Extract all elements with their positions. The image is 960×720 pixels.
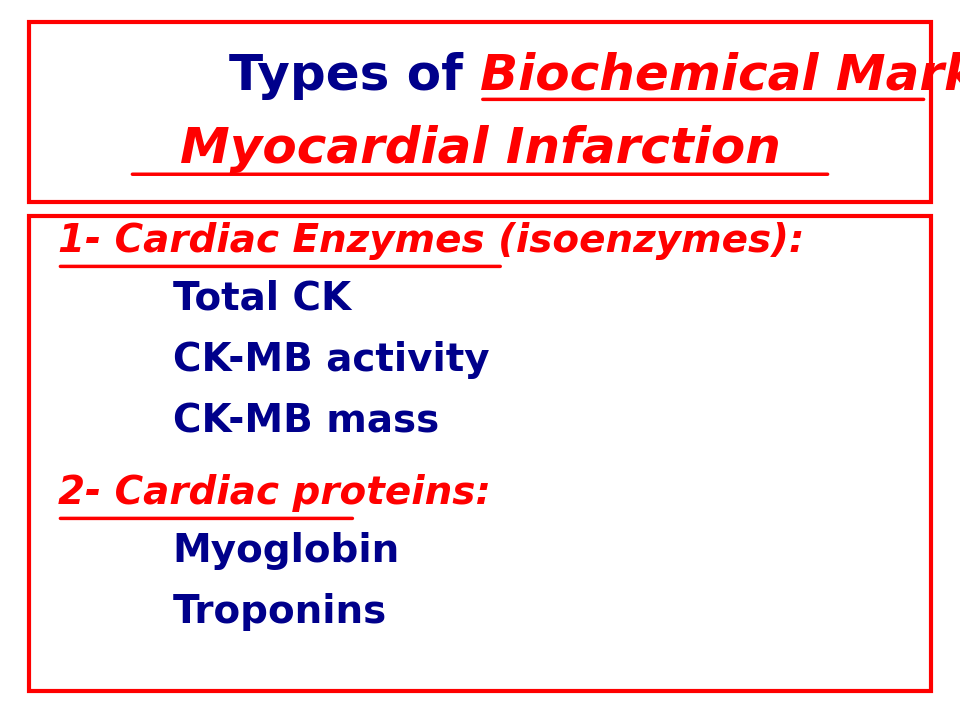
FancyBboxPatch shape [29,22,931,202]
Text: CK-MB activity: CK-MB activity [173,341,490,379]
Text: 2- Cardiac proteins:: 2- Cardiac proteins: [58,474,491,512]
Text: Total CK: Total CK [173,280,351,318]
Text: Myocardial Infarction: Myocardial Infarction [180,125,780,173]
Text: Types of: Types of [228,52,480,99]
Text: Myoglobin: Myoglobin [173,532,400,570]
Text: CK-MB mass: CK-MB mass [173,402,439,440]
Text: 1- Cardiac Enzymes (isoenzymes):: 1- Cardiac Enzymes (isoenzymes): [58,222,804,260]
Text: Troponins: Troponins [173,593,387,631]
Text: Biochemical Markers for: Biochemical Markers for [480,52,960,99]
FancyBboxPatch shape [29,216,931,691]
